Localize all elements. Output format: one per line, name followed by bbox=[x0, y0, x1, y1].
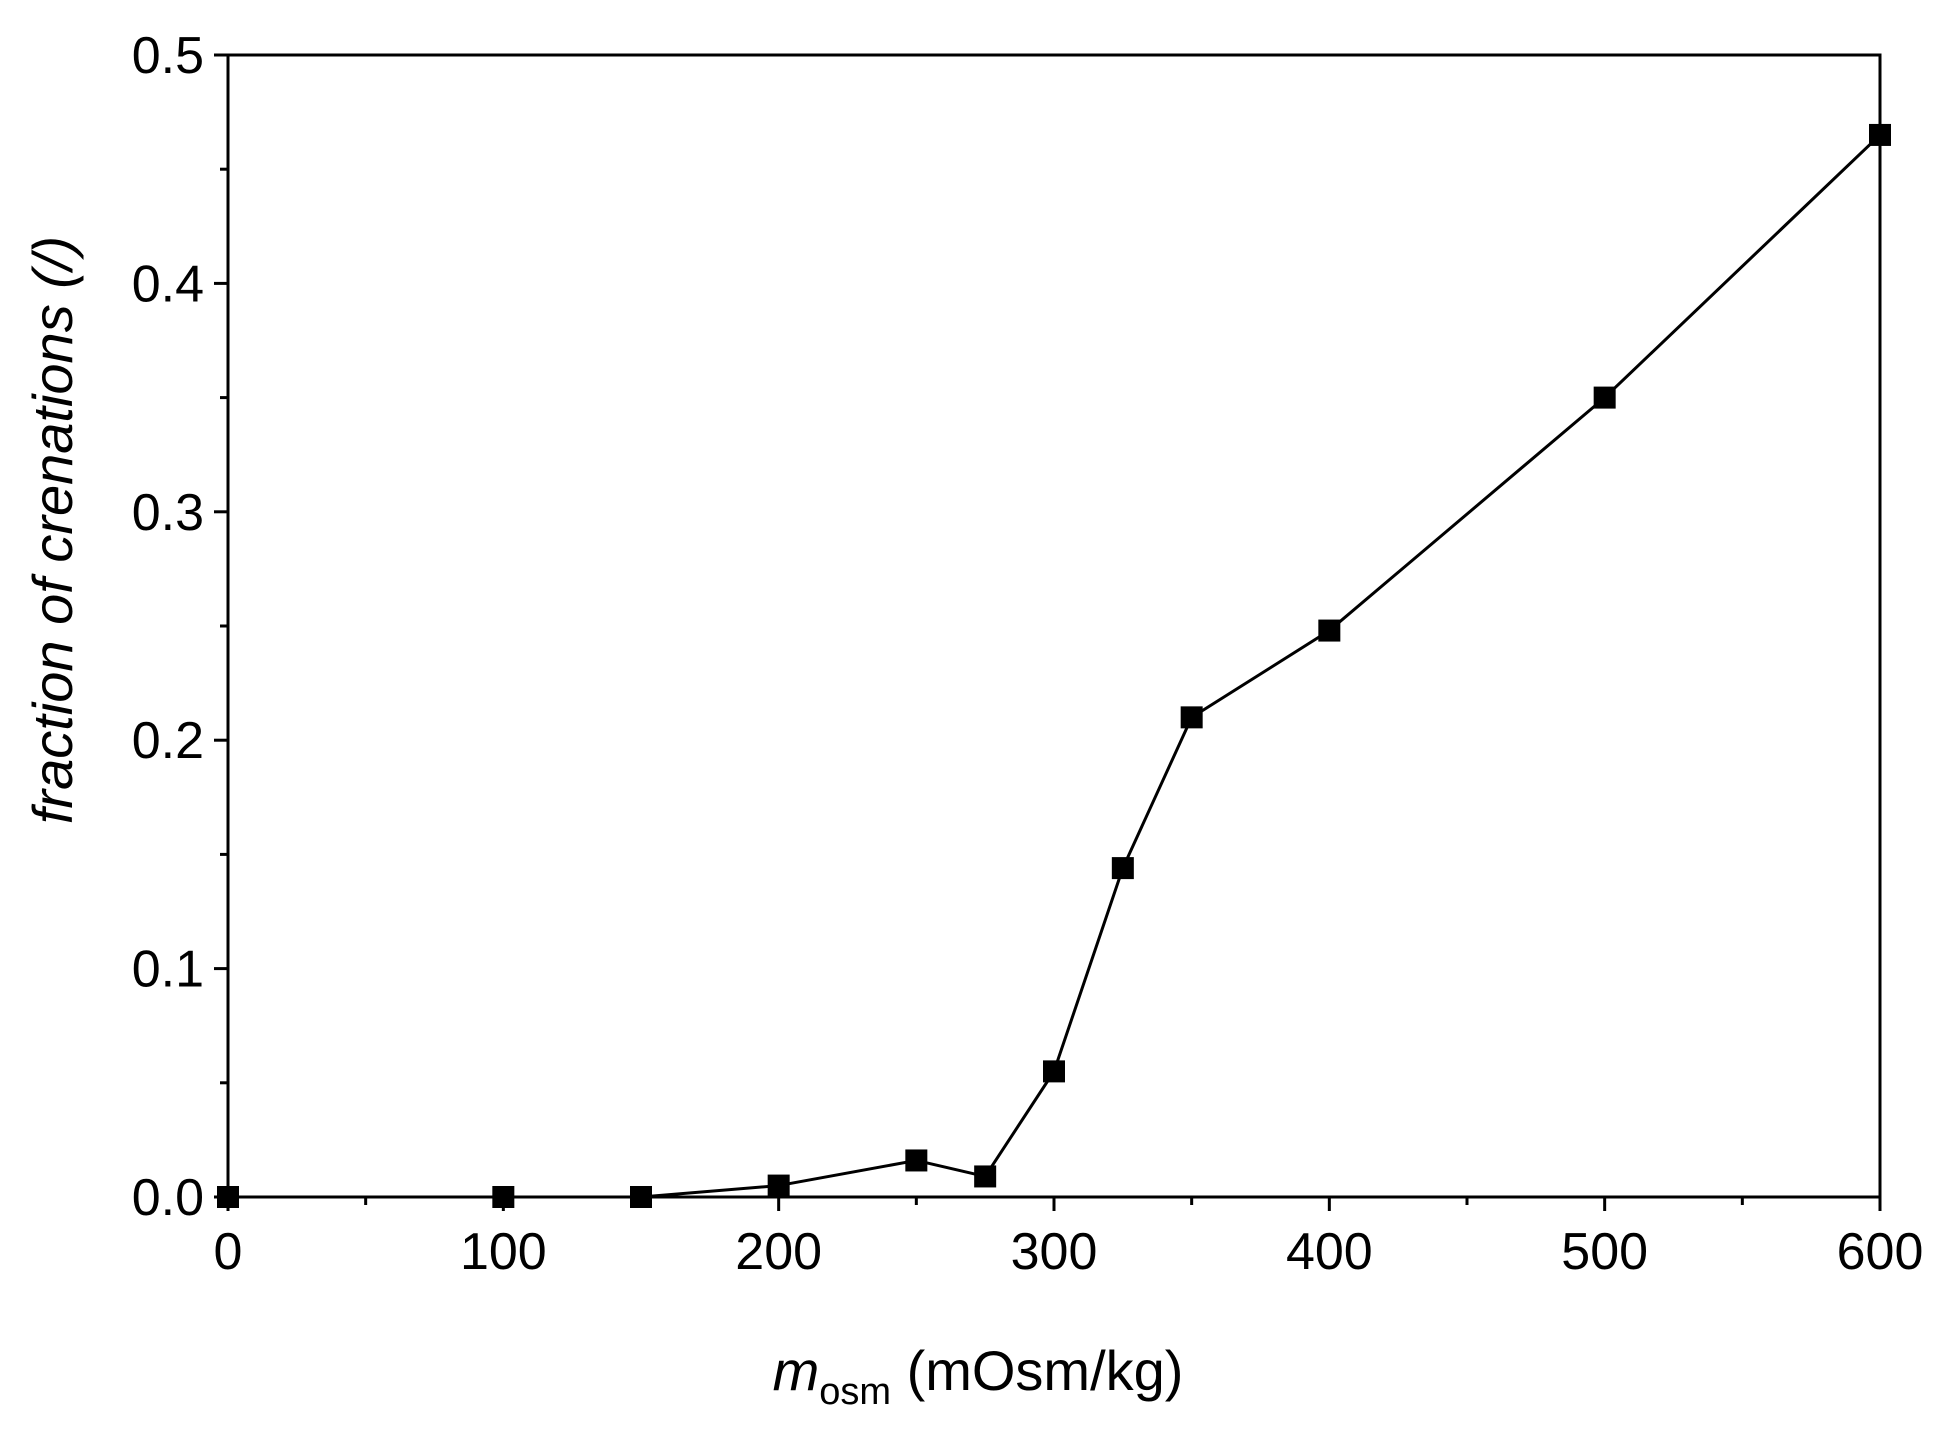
y-tick-label: 0.2 bbox=[132, 712, 204, 770]
y-axis: 0.0 0.1 0.2 0.3 0.4 0.5 bbox=[132, 27, 228, 1227]
series-layer bbox=[217, 123, 1891, 1208]
data-point-marker bbox=[1593, 386, 1616, 409]
y-tick-label: 0.1 bbox=[132, 941, 204, 999]
plot-border bbox=[226, 53, 1882, 1199]
y-tick-label: 0.5 bbox=[132, 27, 204, 85]
y-tick-label: 0.3 bbox=[132, 484, 204, 542]
data-point-marker bbox=[1180, 706, 1203, 729]
x-axis-label: mosm (mOsm/kg) bbox=[773, 1339, 1184, 1413]
plot-frame bbox=[226, 53, 1882, 1199]
data-point-marker bbox=[974, 1165, 997, 1188]
series-line bbox=[228, 133, 1882, 1199]
data-point-marker bbox=[1111, 857, 1134, 880]
x-tick-label: 300 bbox=[1011, 1223, 1098, 1281]
x-tick-label: 600 bbox=[1837, 1223, 1924, 1281]
data-point-marker bbox=[492, 1186, 515, 1208]
x-tick-label: 100 bbox=[460, 1223, 547, 1281]
x-axis: 0 100 200 300 400 500 600 bbox=[214, 1197, 1924, 1281]
data-point-marker bbox=[905, 1149, 928, 1172]
data-point-marker bbox=[630, 1186, 652, 1208]
y-tick-label: 0.0 bbox=[132, 1169, 204, 1227]
y-tick-label: 0.4 bbox=[132, 255, 204, 313]
x-axis-label-main: m bbox=[773, 1339, 820, 1402]
x-tick-label: 200 bbox=[735, 1223, 822, 1281]
data-point-marker bbox=[217, 1186, 239, 1208]
x-axis-label-subscript: osm bbox=[819, 1371, 891, 1413]
x-axis-label-units: (mOsm/kg) bbox=[891, 1339, 1183, 1402]
data-point-marker bbox=[1043, 1060, 1065, 1083]
data-point-marker bbox=[1318, 619, 1341, 642]
data-point-marker bbox=[1869, 123, 1891, 146]
x-tick-label: 500 bbox=[1561, 1223, 1648, 1281]
x-tick-label: 0 bbox=[214, 1223, 243, 1281]
data-point-marker bbox=[767, 1174, 790, 1197]
y-axis-label: fraction of crenations (/) bbox=[21, 236, 84, 824]
x-tick-label: 400 bbox=[1286, 1223, 1373, 1281]
